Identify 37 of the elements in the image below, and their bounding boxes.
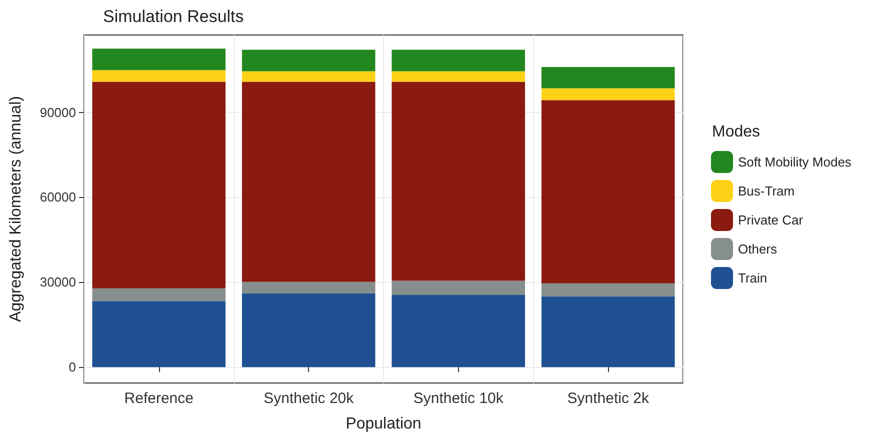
y-tick-label: 90000: [40, 104, 76, 120]
bar: [242, 82, 376, 282]
x-tick-label: Synthetic 10k: [413, 390, 504, 407]
legend-label: Bus-Tram: [738, 184, 795, 198]
bar: [242, 71, 376, 82]
chart-title: Simulation Results: [103, 7, 244, 26]
bar: [541, 296, 675, 368]
bar: [92, 70, 226, 82]
bar: [242, 294, 376, 368]
y-tick-label: 30000: [40, 274, 76, 290]
bar: [392, 280, 526, 295]
bar: [92, 82, 226, 288]
legend-label: Private Car: [738, 212, 804, 228]
x-tick-label: Reference: [124, 390, 194, 407]
x-tick-label: Synthetic 2k: [567, 390, 650, 407]
bar: [541, 100, 675, 284]
bar: [541, 283, 675, 296]
bar: [392, 71, 526, 82]
legend-title: Modes: [712, 124, 760, 140]
bar: [392, 82, 526, 281]
bar: [92, 301, 226, 368]
bar: [392, 294, 526, 368]
bar: [92, 288, 226, 302]
bar: [92, 48, 226, 70]
y-tick-label: 0: [68, 360, 76, 375]
x-tick-label: Synthetic 20k: [264, 390, 354, 407]
legend-label: Train: [738, 270, 768, 286]
legend-label: Others: [738, 242, 778, 256]
bar: [541, 88, 675, 100]
x-axis-title: Population: [346, 416, 422, 432]
bar: [541, 66, 675, 88]
y-axis-title: Aggregated Kilometers (annual): [8, 96, 24, 322]
legend-label: Soft Mobility Modes: [738, 154, 852, 170]
bar: [242, 282, 376, 294]
y-tick-label: 60000: [40, 190, 76, 205]
bar: [242, 50, 376, 72]
bar: [392, 50, 526, 72]
